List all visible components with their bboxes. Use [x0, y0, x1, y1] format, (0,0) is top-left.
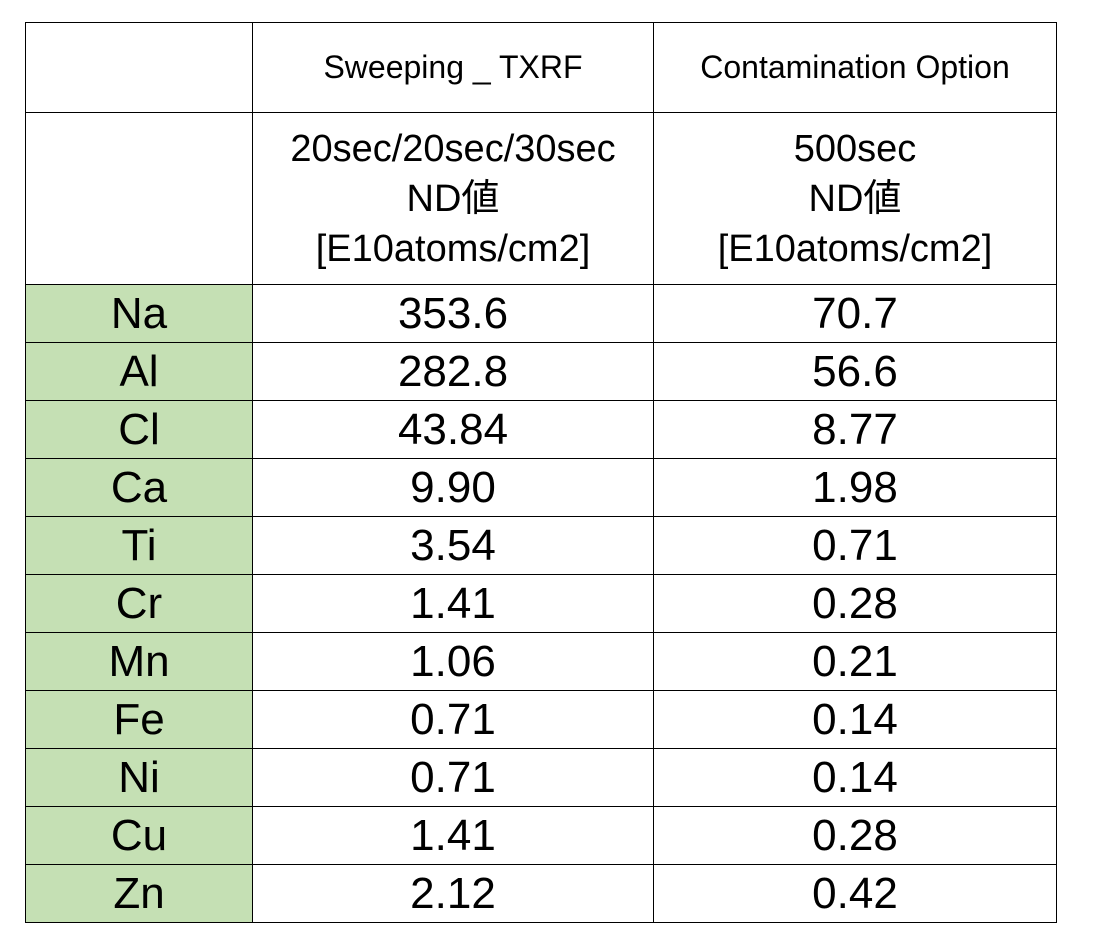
sweeping-value-cell: 353.6 [252, 284, 654, 343]
subheader-sweeping-conditions: 20sec/20sec/30sec ND値 [E10atoms/cm2] [252, 112, 654, 285]
table-row: Cu 1.41 0.28 [25, 806, 1057, 865]
sweeping-value-cell: 0.71 [252, 690, 654, 749]
table-row: Mn 1.06 0.21 [25, 632, 1057, 691]
sweeping-value-cell: 0.71 [252, 748, 654, 807]
header-corner-cell [25, 22, 253, 113]
table-row: Na 353.6 70.7 [25, 284, 1057, 343]
element-cell: Cu [25, 806, 253, 865]
sweeping-value-cell: 1.06 [252, 632, 654, 691]
header-row-2: 20sec/20sec/30sec ND値 [E10atoms/cm2] 500… [25, 112, 1057, 285]
element-cell: Cr [25, 574, 253, 633]
subheader-a-line: 20sec/20sec/30sec [290, 127, 616, 170]
data-table: Sweeping _ TXRF Contamination Option 20s… [25, 22, 1057, 923]
sweeping-value-cell: 282.8 [252, 342, 654, 401]
element-cell: Ca [25, 458, 253, 517]
contamination-value-cell: 8.77 [653, 400, 1057, 459]
table-row: Ni 0.71 0.14 [25, 748, 1057, 807]
sweeping-value-cell: 2.12 [252, 864, 654, 923]
contamination-value-cell: 0.14 [653, 748, 1057, 807]
subheader-a-line: [E10atoms/cm2] [315, 227, 591, 270]
contamination-value-cell: 0.21 [653, 632, 1057, 691]
subheader-b-line: 500sec [793, 127, 917, 170]
header-contamination-option: Contamination Option [653, 22, 1057, 113]
subheader-b-line: [E10atoms/cm2] [717, 227, 993, 270]
contamination-value-cell: 0.42 [653, 864, 1057, 923]
element-cell: Fe [25, 690, 253, 749]
table-row: Fe 0.71 0.14 [25, 690, 1057, 749]
element-cell: Al [25, 342, 253, 401]
contamination-value-cell: 0.28 [653, 574, 1057, 633]
sweeping-value-cell: 43.84 [252, 400, 654, 459]
sweeping-value-cell: 9.90 [252, 458, 654, 517]
table-row: Ti 3.54 0.71 [25, 516, 1057, 575]
sweeping-value-cell: 1.41 [252, 574, 654, 633]
element-cell: Ti [25, 516, 253, 575]
table-row: Cr 1.41 0.28 [25, 574, 1057, 633]
subheader-a-line: ND値 [406, 177, 500, 220]
subheader-b-line: ND値 [808, 177, 902, 220]
contamination-value-cell: 0.28 [653, 806, 1057, 865]
table-row: Cl 43.84 8.77 [25, 400, 1057, 459]
table-row: Ca 9.90 1.98 [25, 458, 1057, 517]
element-cell: Ni [25, 748, 253, 807]
contamination-value-cell: 0.71 [653, 516, 1057, 575]
contamination-value-cell: 56.6 [653, 342, 1057, 401]
element-cell: Zn [25, 864, 253, 923]
table-row: Zn 2.12 0.42 [25, 864, 1057, 923]
sweeping-value-cell: 1.41 [252, 806, 654, 865]
header-row-1: Sweeping _ TXRF Contamination Option [25, 22, 1057, 113]
header-sweeping-txrf: Sweeping _ TXRF [252, 22, 654, 113]
element-cell: Cl [25, 400, 253, 459]
element-cell: Mn [25, 632, 253, 691]
sweeping-value-cell: 3.54 [252, 516, 654, 575]
contamination-value-cell: 0.14 [653, 690, 1057, 749]
element-cell: Na [25, 284, 253, 343]
contamination-value-cell: 70.7 [653, 284, 1057, 343]
table-row: Al 282.8 56.6 [25, 342, 1057, 401]
subheader-contamination-conditions: 500sec ND値 [E10atoms/cm2] [653, 112, 1057, 285]
subheader-corner-cell [25, 112, 253, 285]
contamination-value-cell: 1.98 [653, 458, 1057, 517]
